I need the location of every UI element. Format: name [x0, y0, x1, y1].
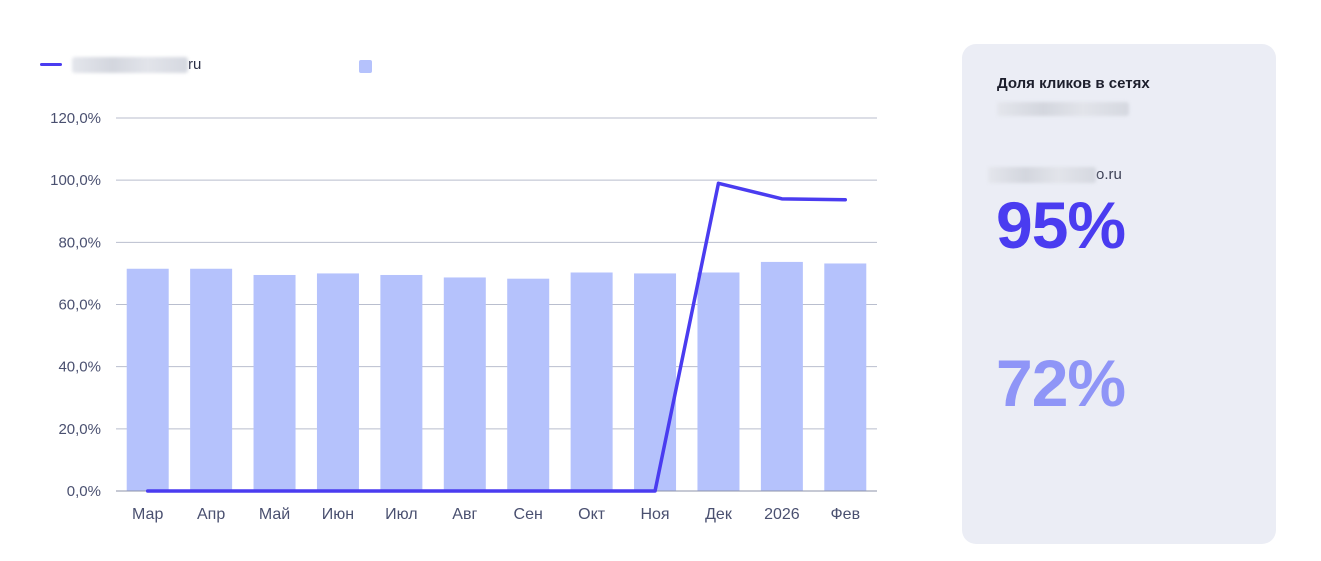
bar	[190, 268, 233, 491]
legend: ru	[40, 56, 201, 73]
panel-site: o.ru	[988, 166, 1122, 183]
y-tick-label: 0,0%	[67, 483, 101, 500]
x-tick-label: Апр	[197, 506, 225, 523]
bar	[824, 263, 867, 491]
bar	[253, 274, 296, 491]
y-tick-label: 80,0%	[58, 234, 101, 251]
x-axis-ticks: Мар Апр Май Июн Июл Авг Сен Окт Ноя Дек 2026 Фев	[132, 506, 860, 523]
x-tick-label: 2026	[764, 506, 800, 523]
x-tick-label: Мар	[132, 506, 163, 523]
panel-subtitle	[997, 100, 1129, 118]
panel-title: Доля кликов в сетях	[997, 75, 1150, 92]
y-tick-label: 20,0%	[58, 421, 101, 438]
panel-site-suffix: o.ru	[1096, 166, 1122, 183]
redacted-text	[997, 101, 1129, 116]
legend-line-label: ru	[188, 56, 202, 73]
y-axis-ticks: 0,0% 20,0% 40,0% 60,0% 80,0% 100,0% 120,0%	[50, 110, 101, 500]
redacted-text	[72, 56, 188, 73]
redacted-text	[988, 166, 1096, 183]
secondary-share-value: 72%	[996, 346, 1126, 420]
y-tick-label: 120,0%	[50, 110, 101, 127]
x-tick-label: Окт	[578, 506, 606, 523]
summary-panel: Доля кликов в сетях o.ru 95% 72%	[962, 44, 1276, 544]
legend-line-swatch	[40, 63, 62, 66]
chart: 0,0% 20,0% 40,0% 60,0% 80,0% 100,0% 120,0% Мар…	[50, 110, 877, 523]
bar	[760, 261, 803, 491]
x-tick-label: Июл	[385, 506, 417, 523]
y-tick-label: 100,0%	[50, 172, 101, 189]
y-tick-label: 40,0%	[58, 359, 101, 376]
bar	[507, 278, 550, 491]
primary-share-value: 95%	[996, 188, 1126, 262]
x-tick-label: Сен	[514, 506, 543, 523]
bar	[634, 273, 677, 491]
bar	[380, 274, 423, 491]
bar-series	[126, 261, 867, 491]
x-tick-label: Дек	[705, 506, 733, 523]
bar	[443, 277, 486, 491]
grid-lines	[116, 117, 877, 430]
line-path	[145, 181, 848, 493]
x-tick-label: Авг	[452, 506, 477, 523]
y-tick-label: 60,0%	[58, 297, 101, 314]
bar	[570, 272, 613, 491]
bar	[697, 272, 740, 491]
x-tick-label: Май	[259, 506, 290, 523]
line-series	[145, 181, 848, 493]
x-tick-label: Ноя	[640, 506, 669, 523]
bar	[316, 273, 359, 491]
x-tick-label: Июн	[322, 506, 354, 523]
x-tick-label: Фев	[831, 506, 861, 523]
bar	[126, 268, 169, 491]
legend-bar-swatch	[359, 60, 372, 73]
